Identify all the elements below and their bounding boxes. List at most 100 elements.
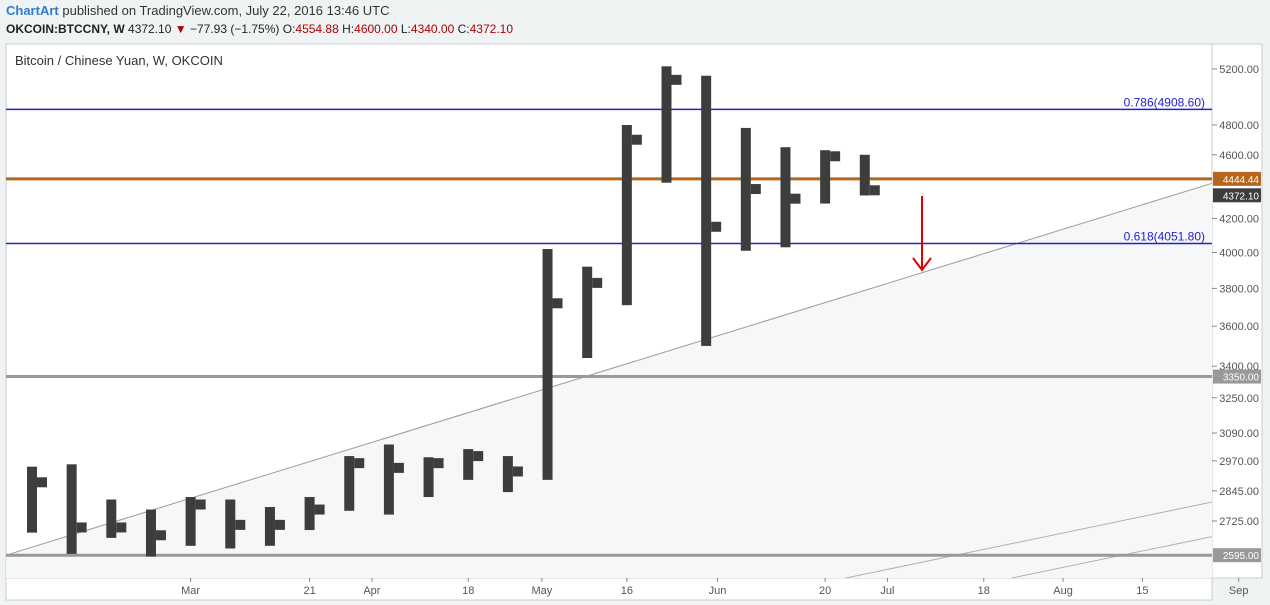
high-label: H: [342,22,355,36]
ohlc-bar-close-tick [235,519,246,530]
ohlc-bar-close-tick [552,298,563,309]
ascending-trendline [5,182,1213,556]
ohlc-bar-close-tick [671,74,682,85]
ohlc-bar [542,249,563,480]
ohlc-bar-close-tick [116,522,127,533]
level-price-label: 2595.00 [1223,551,1260,562]
ohlc-bar-close-tick [155,530,166,541]
ohlc-bar-range [740,127,751,251]
ohlc-bar [304,497,325,531]
level-price-label: 4444.44 [1223,175,1260,186]
x-tick-label: Aug [1053,585,1073,597]
ohlc-bar [264,507,285,546]
ohlc-bar [621,124,642,306]
x-tick-label: 20 [819,585,831,597]
channel-line-lowest [1011,536,1213,579]
level-price-tag [1213,171,1261,186]
ohlc-bar-close-tick [592,277,603,288]
ohlc-bar-close-tick [869,185,880,196]
ohlc-bar-close-tick [354,458,365,469]
ohlc-bar [740,127,761,251]
trend-channel-shading [6,183,1212,579]
ohlc-bar-close-tick [314,504,325,515]
level-price-tag [1213,548,1261,563]
y-tick-label: 2845.00 [1219,486,1259,498]
ohlc-bar [145,509,166,557]
fib-level-label: 0.618(4051.80) [1124,230,1205,244]
x-tick-label: Jun [709,585,727,597]
ohlc-bar-close-tick [512,466,523,477]
ohlc-bar [185,497,206,546]
ohlc-bar-range [383,444,394,515]
ohlc-bar-range [780,147,791,248]
ohlc-bar-range [701,75,712,346]
price-change: −77.93 (−1.75%) [189,22,280,36]
y-tick-label: 4200.00 [1219,213,1259,225]
fib-level-label: 0.786(4908.60) [1124,95,1205,109]
ohlc-bar-close-tick [750,184,761,195]
ohlc-bar [820,150,841,204]
ohlc-bar [27,466,47,533]
ohlc-bar-range [27,466,37,533]
x-tick-label: 16 [621,585,633,597]
ohlc-bar-close-tick [631,134,642,145]
last-price: 4372.10 [128,22,172,36]
ohlc-bar-range [304,497,315,531]
ohlc-bar-close-tick [711,221,722,232]
ohlc-bar-close-tick [433,458,444,469]
ohlc-bar [701,75,722,346]
ohlc-bar-close-tick [274,519,285,530]
y-tick-label: 3800.00 [1219,283,1259,295]
ohlc-bar-range [582,266,593,359]
last-price-tag [1213,188,1261,203]
ohlc-readout: OKCOIN:BTCCNY, W 4372.10 ▼ −77.93 (−1.75… [6,22,513,36]
x-tick-label: Sep [1229,585,1249,597]
x-tick-label: 15 [1136,585,1148,597]
ohlc-bar [661,66,682,183]
y-tick-label: 4600.00 [1219,150,1259,162]
ohlc-bar-range [820,150,831,204]
ohlc-bar [106,499,127,538]
ohlc-bar [859,154,880,196]
ohlc-bar-close-tick [830,151,841,162]
ohlc-bar [344,456,365,511]
ohlc-bar-range [502,456,513,493]
ohlc-bar-range [661,66,672,183]
published-text: published on TradingView.com, July 22, 2… [62,3,390,18]
ohlc-bar [225,499,246,549]
x-tick-label: Apr [363,585,380,597]
ohlc-bar-close-tick [473,451,484,462]
x-tick-label: 21 [303,585,315,597]
down-arrow-icon [912,257,932,272]
ohlc-bar-range [542,249,553,480]
last-price-label: 4372.10 [1223,191,1260,202]
ohlc-bar [383,444,404,515]
ohlc-bar-range [344,456,355,511]
ohlc-bar-range [463,449,474,480]
ohlc-bar [582,266,603,359]
ohlc-bar [423,457,444,498]
ohlc-bar-close-tick [76,522,87,533]
y-tick-label: 2725.00 [1219,516,1259,528]
ohlc-bar-close-tick [195,499,206,510]
ohlc-bar-range [225,499,236,549]
ohlc-bar-range [859,154,870,196]
x-tick-label: May [531,585,552,597]
ohlc-bar-range [423,457,434,498]
y-tick-label: 4000.00 [1219,248,1259,260]
ohlc-bar [780,147,801,248]
y-tick-label: 3090.00 [1219,428,1259,440]
level-price-label: 3350.00 [1223,373,1260,384]
open-label: O: [282,22,296,36]
down-arrow-icon: ▼ [174,22,187,36]
author-link[interactable]: ChartArt [6,3,59,18]
low-label: L: [400,22,411,36]
price-axis-panel [1211,43,1263,579]
x-tick-label: 18 [462,585,474,597]
publication-line: ChartArt published on TradingView.com, J… [6,3,390,18]
y-tick-label: 3250.00 [1219,393,1259,405]
ohlc-bar-close-tick [790,193,801,204]
chart-title: Bitcoin / Chinese Yuan, W, OKCOIN [15,53,223,68]
y-tick-label: 4800.00 [1219,120,1259,132]
